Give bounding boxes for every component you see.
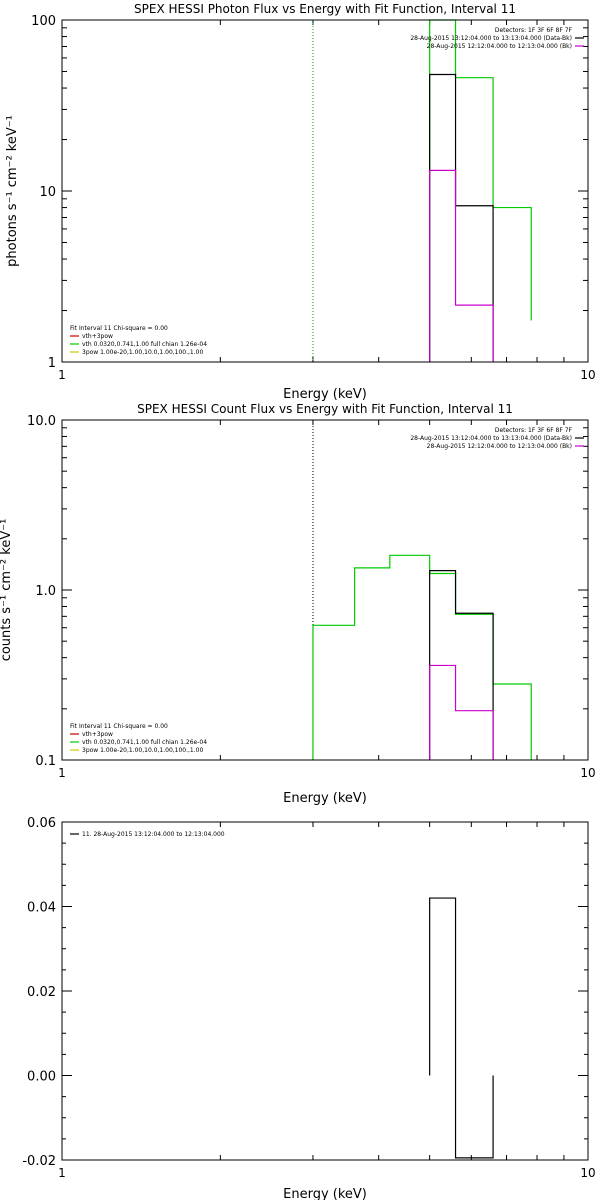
- panel2-ylabel: counts s⁻¹ cm⁻² keV⁻¹: [0, 519, 14, 662]
- p1-legend-right-entry-1: 28-Aug-2015 13:12:04.000 to 13:13:04.000…: [410, 35, 572, 42]
- panel3-ticks: 1 10 -0.02 0.00 0.02 0.04 0.06: [22, 816, 595, 1180]
- panel3-axes-frame: [61, 821, 589, 1161]
- p1-ytick-label-0: 1: [48, 356, 56, 371]
- p1-xtick-label-1: 10: [580, 368, 595, 382]
- p1-legend-left-entry-1: vth+3pow: [82, 333, 113, 340]
- p2-series-1-step-line: [429, 570, 494, 760]
- p1-ytick-label-1: 10: [39, 185, 56, 200]
- p2-legend-left-entry-3: 3pow 1.00e-20,1.00,10.0,1.00,100.,1.00: [82, 747, 203, 754]
- p1-legend-right-entry-0: Detectors: 1F 3F 6F 8F 7F: [495, 27, 573, 34]
- p2-ytick-label-0: 0.1: [35, 754, 56, 769]
- p1-legend-right-entry-2: 28-Aug-2015 12:12:04.000 to 12:13:04.000…: [427, 43, 572, 50]
- p1-ytick-label-2: 100: [31, 14, 56, 29]
- p1-series-1-step-line: [429, 73, 494, 362]
- p2-legend-left-entry-1: vth+3pow: [82, 731, 113, 738]
- p2-legend-right-entry-1: 28-Aug-2015 13:12:04.000 to 13:13:04.000…: [410, 435, 572, 442]
- panel-count-flux: SPEX HESSI Count Flux vs Energy with Fit…: [0, 402, 596, 806]
- p2-legend-left-entry-0: Fit Interval 11 Chi-square = 0.00: [70, 723, 168, 730]
- p2-legend-right-entry-2: 28-Aug-2015 12:12:04.000 to 12:13:04.000…: [427, 443, 572, 450]
- panel2-legend-left: Fit Interval 11 Chi-square = 0.00vth+3po…: [70, 723, 207, 754]
- panel2-series: [312, 554, 532, 760]
- panel3-xlabel: Energy (keV): [283, 1187, 367, 1200]
- panel3-legend-left: 11. 28-Aug-2015 13:12:04.000 to 12:13:04…: [70, 831, 225, 838]
- p2-ytick-label-1: 1.0: [35, 584, 56, 599]
- p1-legend-left-entry-0: Fit Interval 11 Chi-square = 0.00: [70, 325, 168, 332]
- panel-photon-flux: SPEX HESSI Photon Flux vs Energy with Fi…: [5, 2, 596, 402]
- panel1-legend-left: Fit Interval 11 Chi-square = 0.00vth+3po…: [70, 325, 207, 356]
- p1-legend-left-entry-3: 3pow 1.00e-20,1.00,10.0,1.00,100.,1.00: [82, 349, 203, 356]
- p3-legend-left-entry-0: 11. 28-Aug-2015 13:12:04.000 to 12:13:04…: [82, 831, 225, 838]
- p3-ytick-label-0: -0.02: [22, 1154, 56, 1169]
- panel1-xlabel: Energy (keV): [283, 387, 367, 402]
- panel2-axes-frame: [61, 419, 589, 761]
- p2-legend-right-entry-0: Detectors: 1F 3F 6F 8F 7F: [495, 427, 573, 434]
- p2-xtick-label-1: 10: [580, 766, 595, 780]
- panel2-plot-area: [312, 420, 532, 760]
- panel2-title: SPEX HESSI Count Flux vs Energy with Fit…: [137, 402, 513, 416]
- panel2-xlabel: Energy (keV): [283, 791, 367, 806]
- p1-series-2-step-line: [429, 169, 494, 362]
- p1-xtick-label-0: 1: [58, 368, 66, 382]
- p3-xtick-label-1: 10: [580, 1166, 595, 1180]
- p3-xtick-label-0: 1: [58, 1166, 66, 1180]
- p2-ytick-label-2: 10.0: [27, 414, 56, 429]
- panel1-title: SPEX HESSI Photon Flux vs Energy with Fi…: [134, 2, 516, 16]
- p2-series-2-step-line: [429, 664, 494, 760]
- p1-legend-left-entry-2: vth 0.0320,0.741,1.00 full chian 1.26e-0…: [82, 341, 207, 348]
- panel2-ticks: 1 10 0.1 1.0 10.0: [27, 414, 596, 780]
- panel3-plot-area: [429, 897, 494, 1159]
- p2-xtick-label-0: 1: [58, 766, 66, 780]
- p3-ytick-label-4: 0.06: [27, 816, 56, 831]
- panel1-ylabel: photons s⁻¹ cm⁻² keV⁻¹: [5, 115, 20, 267]
- panel-residuals: Energy (keV) 1 10 -0.02 0.00 0.02 0.04 0.06 11…: [22, 816, 595, 1200]
- p3-ytick-label-3: 0.04: [27, 901, 56, 916]
- panel3-series: [429, 897, 494, 1159]
- p2-legend-left-entry-2: vth 0.0320,0.741,1.00 full chian 1.26e-0…: [82, 739, 207, 746]
- p3-series-0-step-line: [429, 897, 494, 1159]
- p3-ytick-label-1: 0.00: [27, 1070, 56, 1085]
- panel1-axes-frame: [61, 19, 589, 363]
- p3-ytick-label-2: 0.02: [27, 985, 56, 1000]
